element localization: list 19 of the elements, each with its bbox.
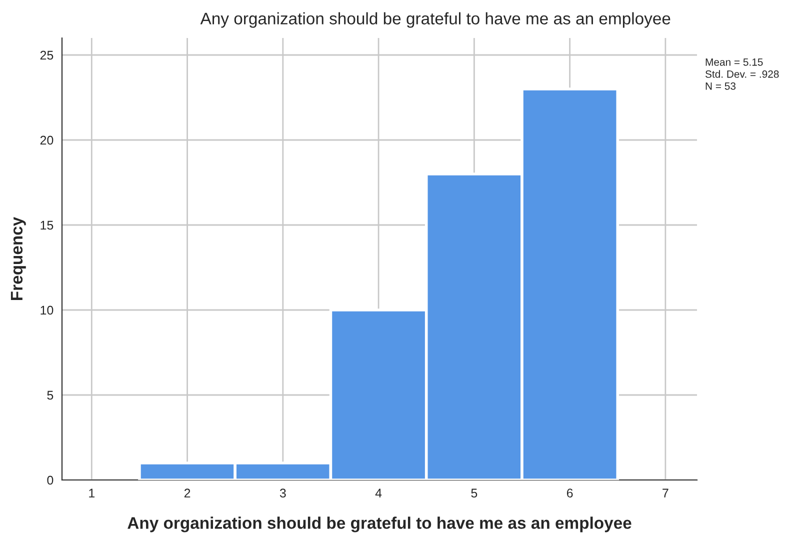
x-tick-label: 5	[471, 488, 478, 498]
x-tick-label: 4	[375, 488, 382, 498]
x-tick-label: 3	[280, 488, 286, 498]
chart-title: Any organization should be grateful to have me as an employee	[200, 12, 670, 28]
x-tick-label: 7	[662, 488, 668, 498]
y-tick-label: 20	[40, 136, 54, 145]
y-tick-label: 5	[47, 390, 54, 400]
y-axis-title: Frequency	[10, 216, 26, 300]
x-tick-label: 6	[566, 488, 573, 498]
x-tick-label: 2	[184, 488, 190, 498]
text: N = 53	[706, 82, 736, 90]
y-tick-label: 25	[40, 50, 54, 60]
x-tick-label: 1	[89, 488, 95, 498]
text: Mean = 5.15	[706, 58, 763, 66]
text: Std. Dev. = .928	[705, 70, 779, 78]
y-tick-label: 0	[47, 476, 54, 485]
x-axis-title: Any organization should be grateful to have me as an employee	[128, 516, 632, 532]
y-tick-label: 10	[40, 306, 54, 315]
y-tick-label: 15	[40, 220, 54, 230]
